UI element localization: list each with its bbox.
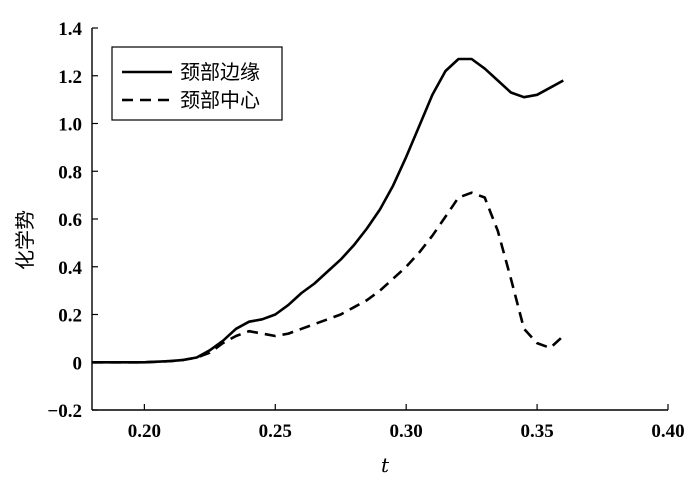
y-tick-label: 0.8 (58, 162, 82, 183)
legend: 颈部边缘 颈部中心 (111, 46, 283, 121)
y-tick-label: 0 (73, 353, 83, 374)
x-tick-label: 0.25 (259, 421, 292, 442)
legend-label-neck-edge: 颈部边缘 (180, 60, 260, 84)
x-tick-label: 0.20 (128, 421, 161, 442)
y-tick-label: 1.4 (58, 19, 82, 40)
x-tick-label: 0.35 (520, 421, 553, 442)
y-tick-label: 0.6 (58, 210, 82, 231)
series-line-neck-center (92, 191, 565, 364)
legend-label-neck-center: 颈部中心 (180, 88, 260, 112)
x-axis-label: t (381, 453, 390, 477)
y-tick-label: 1.0 (58, 115, 82, 136)
x-tick-label: 0.30 (390, 421, 423, 442)
x-tick-label: 0.40 (651, 421, 684, 442)
y-tick-label: 0.2 (58, 306, 82, 327)
series-line-neck-edge (92, 57, 564, 364)
y-tick-label: 1.2 (58, 67, 82, 88)
y-axis-label: 化学势 (13, 210, 37, 270)
series-layer (92, 57, 565, 364)
y-axis-ticks: −0.2 0 0.2 0.4 0.6 0.8 1.0 1.2 1.4 (47, 19, 98, 422)
x-axis-ticks: 0.20 0.25 0.30 0.35 0.40 (128, 404, 685, 442)
y-tick-label: 0.4 (58, 258, 82, 279)
y-tick-label: −0.2 (47, 401, 82, 422)
legend-box (111, 46, 283, 121)
